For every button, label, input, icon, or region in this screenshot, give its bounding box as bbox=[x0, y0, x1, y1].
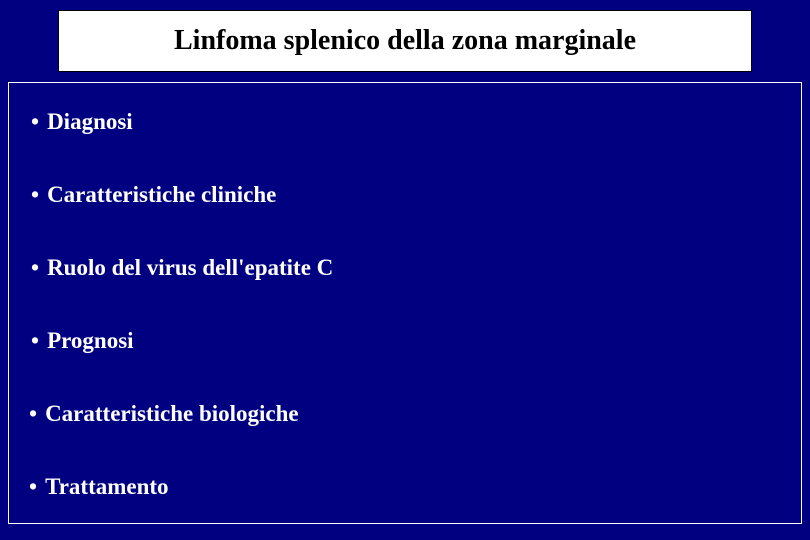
bullet-icon: • bbox=[29, 474, 37, 500]
bullet-icon: • bbox=[31, 328, 39, 354]
slide-content-box: • Diagnosi • Caratteristiche cliniche • … bbox=[8, 82, 802, 524]
bullet-icon: • bbox=[31, 182, 39, 208]
slide-title-box: Linfoma splenico della zona marginale bbox=[58, 10, 752, 72]
list-item: • Caratteristiche biologiche bbox=[21, 401, 789, 427]
list-item: • Prognosi bbox=[21, 328, 789, 354]
bullet-text: Caratteristiche biologiche bbox=[45, 401, 299, 427]
list-item: • Ruolo del virus dell'epatite C bbox=[21, 255, 789, 281]
bullet-text: Prognosi bbox=[47, 328, 133, 354]
bullet-icon: • bbox=[31, 109, 39, 135]
bullet-text: Ruolo del virus dell'epatite C bbox=[47, 255, 333, 281]
bullet-icon: • bbox=[29, 401, 37, 427]
list-item: • Diagnosi bbox=[21, 109, 789, 135]
bullet-text: Diagnosi bbox=[47, 109, 133, 135]
bullet-icon: • bbox=[31, 255, 39, 281]
bullet-text: Caratteristiche cliniche bbox=[47, 182, 276, 208]
slide-title: Linfoma splenico della zona marginale bbox=[174, 25, 636, 56]
list-item: • Caratteristiche cliniche bbox=[21, 182, 789, 208]
bullet-text: Trattamento bbox=[45, 474, 168, 500]
list-item: • Trattamento bbox=[21, 474, 789, 500]
